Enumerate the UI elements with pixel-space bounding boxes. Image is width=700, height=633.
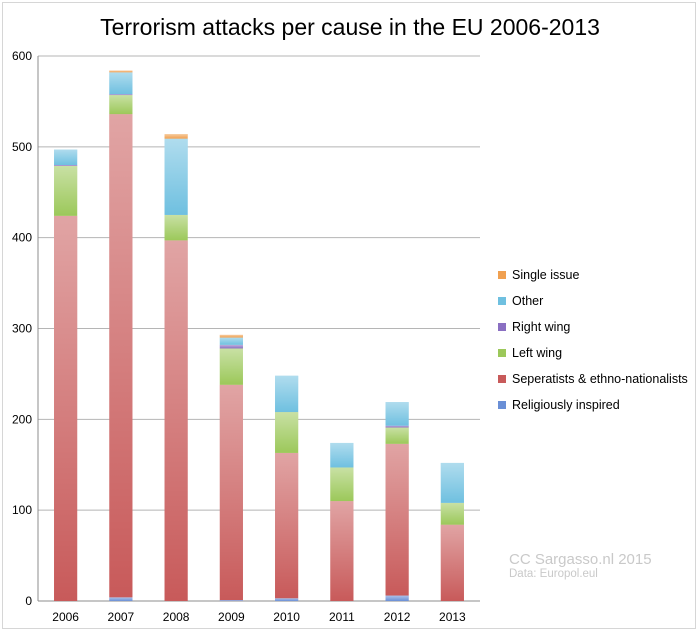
bar-highlight	[109, 70, 133, 73]
bar-highlight	[164, 138, 188, 215]
x-tick-label: 2007	[108, 610, 135, 624]
bar-highlight	[275, 452, 299, 599]
y-tick-label: 500	[12, 140, 32, 154]
bar-highlight	[385, 425, 409, 428]
bar-highlight	[109, 72, 133, 95]
bar-highlight	[385, 402, 409, 426]
bar-highlight	[330, 467, 354, 502]
bar-highlight	[164, 240, 188, 601]
bar-highlight	[219, 348, 243, 385]
bar-highlight	[219, 344, 243, 349]
bar-highlight	[385, 595, 409, 601]
legend-item: Right wing	[498, 314, 688, 340]
bar-highlight	[275, 375, 299, 413]
legend-swatch	[498, 271, 506, 279]
legend-swatch	[498, 297, 506, 305]
bar-highlight	[219, 337, 243, 345]
bar-highlight	[54, 149, 78, 165]
bar-highlight	[275, 598, 299, 601]
y-tick-label: 600	[12, 49, 32, 63]
x-tick-label: 2006	[52, 610, 79, 624]
bar-highlight	[109, 94, 133, 96]
bar-highlight	[219, 600, 243, 601]
y-tick-label: 0	[25, 594, 32, 608]
bar-highlight	[109, 597, 133, 601]
bar-highlight	[440, 502, 464, 525]
bar-highlight	[330, 442, 354, 468]
x-tick-label: 2009	[218, 610, 245, 624]
bar-highlight	[219, 334, 243, 338]
legend-item: Other	[498, 288, 688, 314]
bar-highlight	[54, 165, 78, 166]
y-tick-label: 400	[12, 231, 32, 245]
bar-highlight	[54, 165, 78, 216]
bar-highlight	[54, 215, 78, 601]
legend-swatch	[498, 375, 506, 383]
legend-item: Religiously inspired	[498, 392, 688, 418]
bar-highlight	[219, 384, 243, 601]
chart-title: Terrorism attacks per cause in the EU 20…	[100, 14, 600, 40]
x-tick-label: 2010	[273, 610, 300, 624]
y-tick-label: 200	[12, 412, 32, 426]
bar-highlight	[385, 427, 409, 444]
chart-legend: Single issue Other Right wing Left wing Sepe…	[498, 262, 688, 418]
credit-line: CC Sargasso.nl 2015	[509, 551, 652, 568]
y-tick-label: 100	[12, 503, 32, 517]
bar-highlight	[164, 214, 188, 241]
bar-highlight	[440, 524, 464, 601]
legend-label: Left wing	[512, 346, 563, 360]
data-source-line: Data: Europol.eul	[509, 567, 598, 580]
legend-swatch	[498, 349, 506, 357]
bar-highlight	[109, 95, 133, 115]
legend-swatch	[498, 401, 506, 409]
legend-swatch	[498, 323, 506, 331]
legend-label: Single issue	[512, 268, 580, 282]
credit-watermark: CC Sargasso.nl 2015 Data: Europol.eul	[509, 552, 652, 580]
bar-highlight	[330, 501, 354, 601]
legend-label: Religiously inspired	[512, 398, 620, 412]
legend-label: Other	[512, 294, 544, 308]
bar-highlight	[440, 462, 464, 503]
legend-item: Left wing	[498, 340, 688, 366]
legend-item: Seperatists & ethno-nationalists	[498, 366, 688, 392]
x-tick-label: 2013	[439, 610, 466, 624]
legend-label: Right wing	[512, 320, 571, 334]
bar-highlight	[275, 412, 299, 453]
bar-highlight	[109, 114, 133, 598]
legend-label: Seperatists & ethno-nationalists	[512, 372, 688, 386]
y-tick-label: 300	[12, 322, 32, 336]
bar-highlight	[164, 134, 188, 139]
bar-highlight	[385, 443, 409, 596]
legend-item: Single issue	[498, 262, 688, 288]
x-tick-label: 2008	[163, 610, 190, 624]
x-tick-label: 2012	[384, 610, 411, 624]
x-tick-label: 2011	[329, 610, 355, 624]
